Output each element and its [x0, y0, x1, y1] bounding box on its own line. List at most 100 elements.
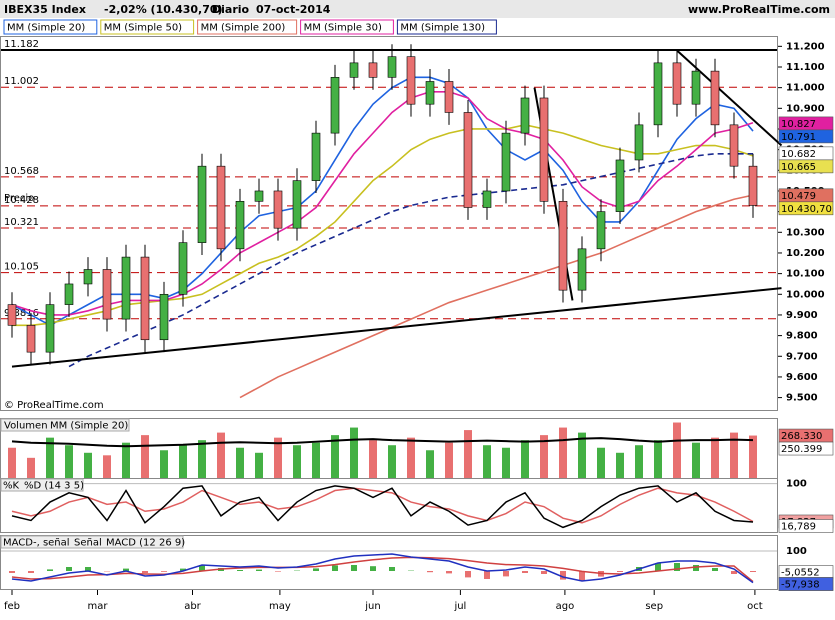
panel-title: MACD (12 26 9) [106, 538, 185, 549]
value-tag [778, 441, 834, 456]
volume-bar [369, 440, 377, 478]
moving-average [12, 124, 754, 327]
x-tick-label: abr [184, 601, 201, 612]
macd-bar [161, 571, 167, 572]
candle-body [387, 56, 397, 78]
x-tick-label: sep [645, 601, 663, 612]
macd-bar [351, 565, 357, 571]
level-label: 11.182 [4, 39, 39, 50]
volume-bar [445, 442, 453, 478]
macd-bar [28, 571, 34, 573]
value-tag-label: 10.430,70 [781, 204, 832, 215]
candle-body [197, 165, 207, 243]
candle-body [501, 132, 511, 192]
volume-bar [388, 445, 396, 478]
level-label: 10.105 [4, 262, 39, 273]
volume-bar [8, 447, 16, 478]
macd-bar [47, 569, 53, 571]
macd-bar [579, 571, 585, 581]
candle-body [311, 132, 321, 181]
volume-bar [749, 435, 757, 478]
candle-body [425, 81, 435, 105]
y-tick-label: 100 [786, 546, 807, 557]
moving-average [11, 90, 754, 316]
y-tick-label: 10.200 [786, 248, 825, 259]
volume-bar [407, 437, 415, 478]
candle-body [444, 81, 454, 113]
volume-bar [654, 440, 662, 478]
volume-bar [578, 432, 586, 478]
volume-bar [217, 432, 225, 478]
volume-bar [179, 445, 187, 478]
y-tick-label: 9.600 [786, 372, 818, 383]
value-tag-label: -57,938 [781, 580, 820, 591]
macd-bar [560, 571, 566, 580]
macd-bar [256, 569, 262, 571]
macd-bar [541, 571, 547, 574]
candle-body [140, 256, 150, 341]
macd-bar [446, 571, 452, 574]
panel-title: MM (Simple 20) [50, 421, 128, 432]
x-tick-label: ago [556, 601, 575, 612]
volume-bar [84, 452, 92, 478]
x-tick-label: feb [4, 601, 20, 612]
candle-body [102, 269, 112, 320]
period: Diario [212, 3, 250, 16]
volume-bar [331, 435, 339, 478]
legend-label: MM (Simple 20) [7, 23, 85, 34]
candle-body [121, 256, 131, 320]
volume-bar [27, 457, 35, 478]
macd-bar [750, 571, 756, 573]
macd-bar [199, 565, 205, 571]
macd-bar [275, 571, 281, 572]
volume-bar [160, 450, 168, 478]
candle-body [558, 201, 568, 291]
moving-average [239, 194, 754, 399]
macd-bar [142, 571, 148, 573]
level-label: 9.8816 [4, 308, 39, 319]
value-tag-label: 10.827 [781, 119, 816, 130]
y-tick-label: 9.700 [786, 351, 818, 362]
stochastic-k [11, 485, 754, 529]
macd-panel [0, 535, 778, 590]
macd-bar [617, 571, 623, 572]
level-label: 10.321 [4, 217, 39, 228]
x-tick-label: mar [88, 601, 109, 612]
y-tick-label: 10.000 [786, 289, 825, 300]
volume-bar [692, 442, 700, 478]
x-tick-label: oct [747, 601, 763, 612]
macd-bar [9, 571, 15, 573]
panel-title: %K [3, 481, 20, 492]
macd-bar [655, 563, 661, 571]
value-tag [778, 201, 834, 216]
y-tick-label: 11.100 [786, 62, 825, 73]
candle-body [292, 180, 302, 229]
y-tick-label: 10.300 [786, 227, 825, 238]
panel-title: Señal [74, 538, 102, 549]
volume-bar [426, 450, 434, 478]
value-tag [778, 519, 834, 533]
y-tick-label: 11.200 [786, 41, 825, 52]
candle-body [653, 62, 663, 126]
legend-box [100, 19, 195, 35]
site: www.ProRealTime.com [688, 3, 830, 16]
panel-title-box [0, 478, 84, 492]
candle-body [672, 62, 682, 105]
level-label: 10.568 [4, 166, 39, 177]
symbol: IBEX35 Index [4, 3, 86, 16]
value-tag [778, 577, 834, 591]
volume-bar [559, 427, 567, 478]
candle-body [596, 211, 606, 250]
macd-bar [313, 568, 319, 571]
macd-bar [332, 565, 338, 571]
price-panel [0, 36, 778, 411]
macd-bar [180, 568, 186, 571]
volume-bar [274, 437, 282, 478]
value-tag [778, 159, 834, 174]
candle-body [691, 70, 701, 105]
macd-bar [85, 567, 91, 571]
macd-bar [66, 567, 72, 571]
panel-title-box [0, 418, 130, 432]
candle-body [216, 165, 226, 250]
